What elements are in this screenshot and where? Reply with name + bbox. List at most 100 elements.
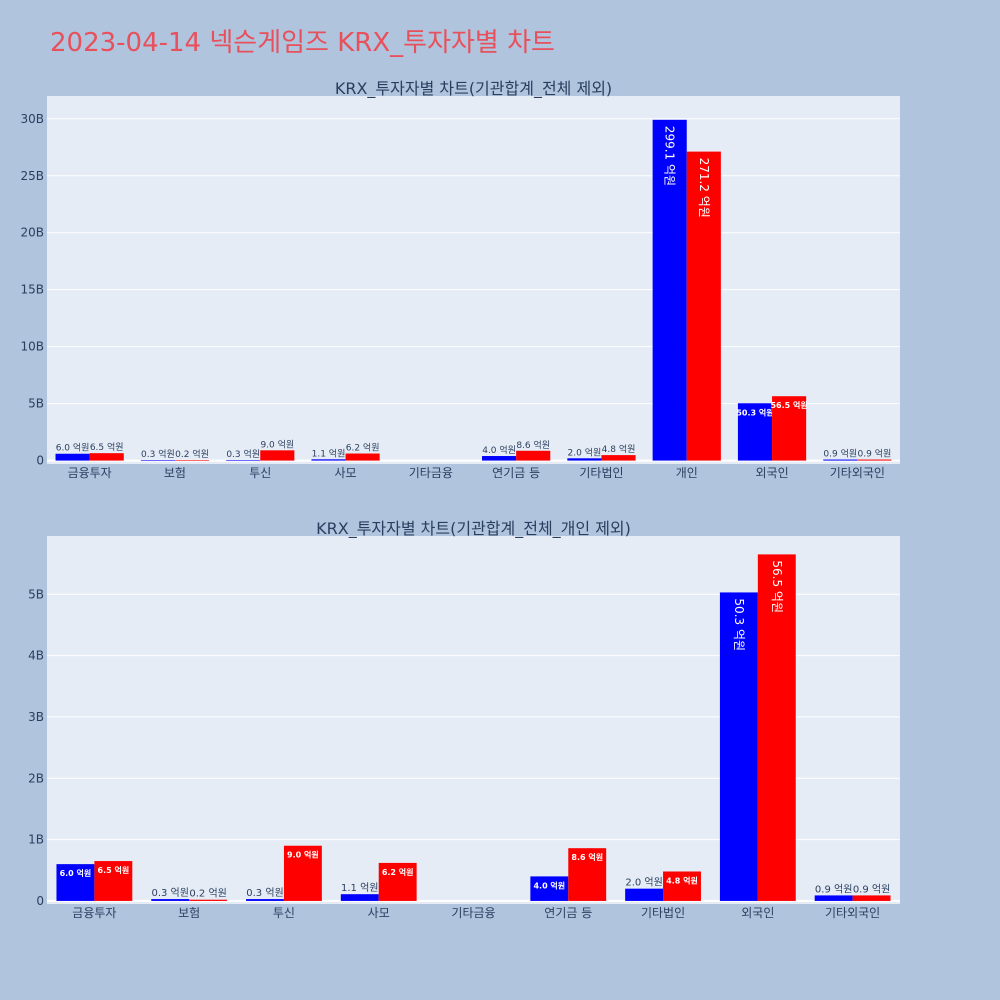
bar [719, 592, 758, 901]
chart-excluding-institutions-individuals: 0 1B 2B 3B 4B 5B KRX_투자자별 차트(기관합계_전체_개인 제외) 금융투… [28, 519, 900, 920]
x-tick-label: 기타외국인 [825, 906, 880, 920]
x-tick-label: 기타금융 [451, 906, 495, 920]
y-tick-label: 5B [28, 587, 44, 601]
bar [151, 899, 190, 901]
data-label: 8.6 억원 [516, 439, 550, 451]
bar [226, 459, 261, 461]
page-title: 2023-04-14 넥슨게임즈 KRX_투자자별 차트 [50, 28, 555, 58]
bar [530, 876, 569, 901]
x-tick-label: 사모 [335, 466, 357, 480]
bar [757, 554, 796, 901]
y-tick-label: 25B [20, 169, 44, 183]
bar [625, 888, 664, 901]
x-tick-label: 금융투자 [72, 906, 116, 920]
bar [568, 848, 607, 901]
bar [55, 453, 90, 461]
data-label: 56.5 억원 [770, 560, 784, 613]
data-label: 0.9 억원 [815, 883, 852, 895]
y-tick-label: 30B [20, 112, 44, 126]
data-label: 0.3 억원 [151, 887, 188, 899]
data-label: 0.9 억원 [853, 883, 890, 895]
bar [189, 899, 228, 901]
data-label: 6.0 억원 [60, 868, 92, 878]
data-label: 0.3 억원 [246, 887, 283, 899]
data-label: 9.0 억원 [260, 438, 294, 450]
bar [246, 899, 284, 901]
y-tick-label: 20B [20, 226, 44, 240]
x-tick-label: 투신 [249, 466, 271, 480]
y-tick-label: 5B [28, 397, 44, 411]
bar [814, 895, 853, 901]
bar [852, 895, 891, 901]
bar [737, 403, 773, 461]
y-tick-label: 4B [28, 649, 44, 663]
chart-excluding-institutions: 0 5B 10B 15B 20B 25B 30B KRX_투자자별 차트(기관합계_전체 제외… [20, 79, 900, 480]
data-label: 271.2 억원 [697, 158, 711, 218]
data-label: 50.3 억원 [732, 598, 746, 651]
bar [686, 151, 721, 461]
y-tick-label: 1B [28, 833, 44, 847]
data-label: 0.9 억원 [823, 448, 857, 460]
bar [772, 396, 807, 461]
x-tick-label: 투신 [273, 906, 295, 920]
y-tick-label: 3B [28, 710, 44, 724]
data-label: 2.0 억원 [568, 446, 602, 458]
data-label: 1.1 억원 [312, 447, 346, 459]
y-tick-label: 0 [36, 894, 44, 908]
x-tick-label: 보험 [164, 466, 186, 480]
bar [601, 455, 636, 461]
data-label: 299.1 억원 [663, 126, 677, 186]
chart-title: KRX_투자자별 차트(기관합계_전체_개인 제외) [316, 519, 631, 539]
x-tick-label: 기타법인 [579, 466, 623, 480]
bar [567, 458, 602, 461]
bar [857, 459, 892, 461]
data-label: 0.2 억원 [175, 448, 209, 460]
bar [94, 861, 133, 901]
x-tick-label: 사모 [368, 906, 390, 920]
data-label: 0.3 억원 [226, 448, 260, 460]
data-label: 4.0 억원 [533, 880, 565, 890]
y-tick-label: 0 [36, 454, 44, 468]
data-label: 4.8 억원 [666, 875, 698, 885]
bar [482, 456, 517, 461]
data-label: 1.1 억원 [341, 882, 378, 894]
data-label: 6.5 억원 [98, 865, 130, 875]
data-label: 6.2 억원 [346, 442, 380, 454]
data-label: 56.5 억원 [770, 400, 807, 410]
bar [140, 459, 175, 461]
bar [345, 453, 380, 461]
x-tick-label: 보험 [178, 906, 200, 920]
x-tick-label: 기타금융 [409, 466, 453, 480]
data-label: 6.2 억원 [382, 867, 414, 877]
bar [260, 450, 295, 461]
bar [174, 459, 210, 461]
x-tick-label: 금융투자 [68, 466, 112, 480]
bar [516, 450, 551, 461]
x-tick-label: 연기금 등 [544, 906, 592, 920]
data-label: 4.0 억원 [482, 444, 516, 456]
bar [652, 119, 687, 461]
data-label: 2.0 억원 [625, 877, 662, 889]
bar [378, 862, 417, 901]
plot-area [47, 96, 900, 464]
y-tick-label: 2B [28, 771, 44, 785]
bar [311, 459, 346, 461]
x-tick-label: 기타법인 [641, 906, 685, 920]
bar [663, 871, 701, 901]
bar [823, 459, 858, 461]
data-label: 9.0 억원 [287, 850, 319, 860]
data-label: 6.0 억원 [56, 442, 90, 454]
data-label: 0.9 억원 [858, 448, 892, 460]
data-label: 6.5 억원 [90, 441, 124, 453]
x-tick-label: 연기금 등 [492, 466, 540, 480]
y-tick-label: 15B [20, 283, 44, 297]
x-tick-label: 기타외국인 [830, 466, 885, 480]
data-label: 4.8 억원 [602, 443, 636, 455]
x-tick-label: 외국인 [741, 906, 774, 920]
data-label: 0.3 억원 [141, 448, 175, 460]
bar [340, 894, 379, 901]
data-label: 8.6 억원 [571, 852, 603, 862]
bar [56, 864, 95, 901]
chart-title: KRX_투자자별 차트(기관합계_전체 제외) [335, 79, 612, 99]
data-label: 50.3 억원 [736, 407, 773, 417]
